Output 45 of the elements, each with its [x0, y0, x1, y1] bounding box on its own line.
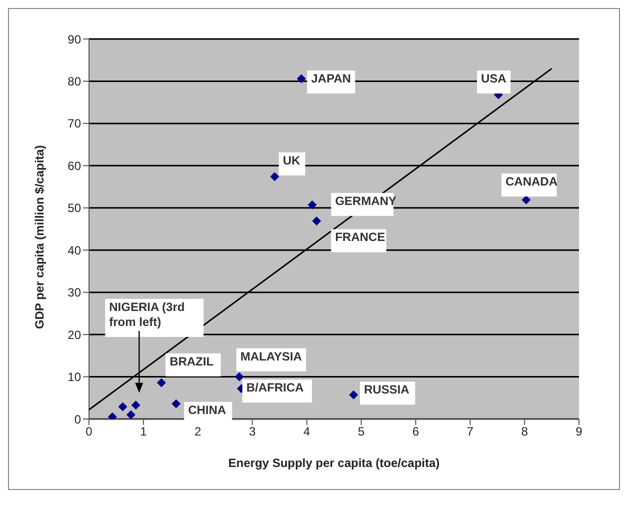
point [296, 74, 306, 84]
x-tick-label: 6 [412, 424, 420, 439]
x-tick-label: 4 [303, 424, 310, 439]
annotation: JAPAN [311, 71, 351, 86]
x-axis-title: Energy Supply per capita (toe/capita) [228, 456, 440, 470]
point [349, 390, 358, 400]
annotation: MALAYSIA [240, 349, 302, 364]
y-tick-label: 90 [68, 32, 82, 46]
x-tick-label: 7 [466, 424, 474, 439]
y-tick-label: 70 [68, 116, 82, 131]
x-tick-label: 0 [86, 424, 93, 439]
annotation: B/AFRICA [246, 380, 304, 395]
y-tick-label: 60 [68, 158, 82, 173]
point [118, 402, 128, 412]
y-tick-label: 50 [68, 201, 82, 216]
x-tick-label: 9 [576, 424, 583, 439]
annotation: USA [481, 71, 507, 86]
y-tick-label: 30 [68, 286, 82, 300]
point [270, 172, 280, 182]
annotation: CHINA [188, 402, 226, 417]
x-tick-label: 2 [194, 424, 202, 439]
annotation: UK [282, 153, 300, 168]
y-tick-label: 0 [74, 412, 82, 426]
x-tick-label: 8 [521, 424, 528, 439]
point [156, 378, 166, 388]
point [234, 372, 244, 382]
y-tick-label: 80 [68, 74, 82, 88]
y-tick-label: 10 [68, 370, 82, 384]
annotation: NIGERIA (3rd from left) [109, 300, 185, 329]
y-tick-label: 20 [68, 328, 82, 342]
annotation: RUSSIA [364, 382, 410, 397]
y-tick-label: 40 [68, 243, 82, 258]
annotation: CANADA [506, 174, 558, 189]
annotation: BRAZIL [170, 354, 214, 368]
point [308, 200, 317, 210]
annotation: GERMANY [335, 194, 396, 208]
x-tick-label: 5 [358, 424, 365, 439]
annotation: FRANCE [335, 230, 386, 244]
point [131, 400, 140, 410]
point [172, 399, 181, 408]
x-tick-label: 1 [140, 424, 148, 439]
point [312, 216, 322, 226]
x-tick-label: 3 [248, 424, 256, 439]
y-axis-title: GDP per capita (million $/capita) [32, 145, 46, 329]
point [126, 410, 136, 419]
